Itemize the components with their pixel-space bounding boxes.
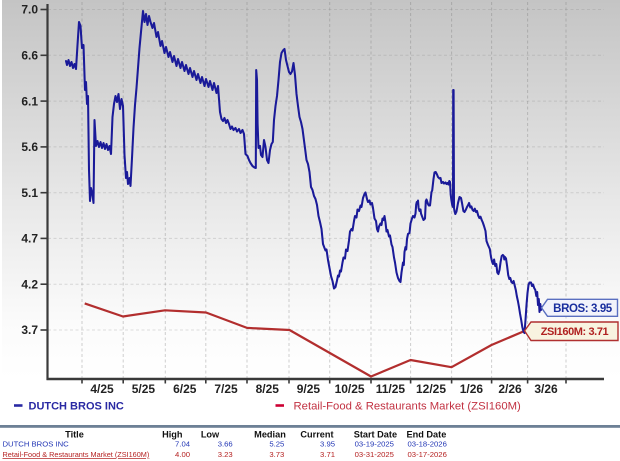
svg-text:8/25: 8/25 <box>256 382 280 396</box>
svg-text:Start Date: Start Date <box>354 430 397 440</box>
svg-text:1/26: 1/26 <box>460 382 484 396</box>
svg-text:Retail-Food & Restaurants Mark: Retail-Food & Restaurants Market (ZSI160… <box>294 401 522 413</box>
svg-text:12/25: 12/25 <box>416 382 446 396</box>
svg-text:3.23: 3.23 <box>218 450 233 459</box>
svg-text:5/25: 5/25 <box>132 382 156 396</box>
svg-text:7.0: 7.0 <box>21 3 38 17</box>
svg-text:BROS: 3.95: BROS: 3.95 <box>553 303 613 315</box>
svg-text:7.04: 7.04 <box>175 439 191 448</box>
svg-text:3.95: 3.95 <box>320 439 335 448</box>
svg-text:DUTCH BROS INC: DUTCH BROS INC <box>3 439 70 448</box>
svg-text:3.7: 3.7 <box>21 323 38 337</box>
svg-text:6.6: 6.6 <box>21 49 38 63</box>
svg-text:6.1: 6.1 <box>21 94 38 108</box>
svg-text:9/25: 9/25 <box>297 382 321 396</box>
svg-text:High: High <box>162 430 183 440</box>
svg-text:End Date: End Date <box>406 430 446 440</box>
svg-text:3/26: 3/26 <box>534 382 558 396</box>
svg-text:03-19-2025: 03-19-2025 <box>355 439 394 448</box>
svg-text:Retail-Food & Restaurants Mark: Retail-Food & Restaurants Market (ZSI160… <box>3 450 150 459</box>
svg-text:DUTCH BROS INC: DUTCH BROS INC <box>29 401 124 413</box>
svg-text:Low: Low <box>201 430 220 440</box>
svg-text:3.73: 3.73 <box>269 450 284 459</box>
svg-text:3.66: 3.66 <box>218 439 233 448</box>
svg-text:7/25: 7/25 <box>214 382 238 396</box>
svg-text:6/25: 6/25 <box>173 382 197 396</box>
svg-text:5.6: 5.6 <box>21 140 38 154</box>
svg-text:03-17-2026: 03-17-2026 <box>408 450 447 459</box>
svg-text:5.1: 5.1 <box>21 186 38 200</box>
svg-text:10/25: 10/25 <box>335 382 365 396</box>
svg-text:5.25: 5.25 <box>269 439 284 448</box>
svg-text:4/25: 4/25 <box>90 382 114 396</box>
svg-text:03-31-2025: 03-31-2025 <box>355 450 394 459</box>
svg-text:4.2: 4.2 <box>21 277 38 291</box>
svg-text:Current: Current <box>300 430 333 440</box>
svg-text:3.71: 3.71 <box>320 450 335 459</box>
svg-text:Median: Median <box>254 430 286 440</box>
svg-text:11/25: 11/25 <box>376 382 406 396</box>
svg-text:ZSI160M: 3.71: ZSI160M: 3.71 <box>541 326 609 338</box>
svg-text:4.7: 4.7 <box>21 232 38 246</box>
svg-text:2/26: 2/26 <box>498 382 522 396</box>
svg-text:Title: Title <box>65 430 84 440</box>
svg-text:03-18-2026: 03-18-2026 <box>408 439 447 448</box>
svg-text:4.00: 4.00 <box>175 450 190 459</box>
